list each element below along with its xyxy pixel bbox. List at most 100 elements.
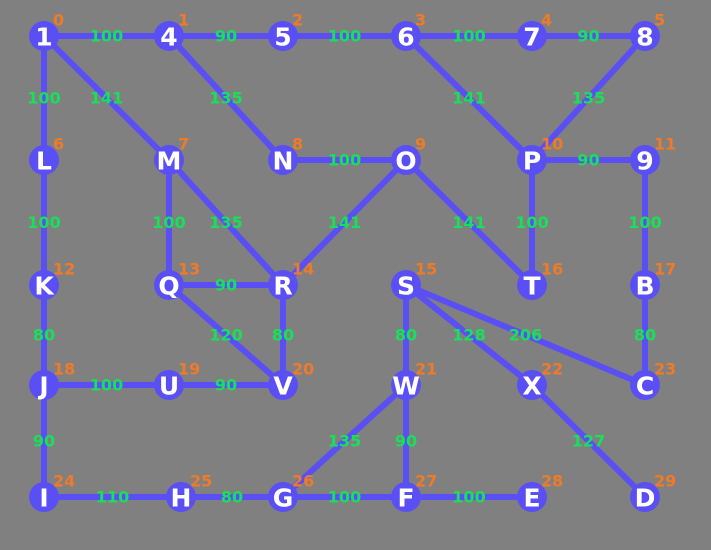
node-circle <box>630 270 660 300</box>
edge-weight-0-1: 100 <box>90 27 123 46</box>
node-C: C23 <box>630 360 676 401</box>
node-circle <box>630 145 660 175</box>
node-circle <box>268 482 298 512</box>
edge-weight-15-22: 128 <box>452 326 485 345</box>
node-circle <box>154 21 184 51</box>
edge-weight-13-20: 120 <box>209 326 242 345</box>
node-index: 8 <box>292 135 303 154</box>
edge-weight-9-14: 141 <box>328 213 361 232</box>
node-index: 2 <box>292 11 303 30</box>
node-9: 911 <box>630 135 676 176</box>
edge-weight-18-19: 100 <box>90 376 123 395</box>
node-label: 6 <box>397 23 414 52</box>
node-7: 74 <box>517 11 552 52</box>
node-circle <box>630 21 660 51</box>
edge-weight-22-29: 127 <box>572 432 605 451</box>
node-R: R14 <box>268 260 314 301</box>
node-P: P10 <box>517 135 563 176</box>
edge-weight-9-16: 141 <box>452 213 485 232</box>
edge-weight-0-6: 100 <box>27 89 60 108</box>
node-I: I 24 <box>29 472 75 513</box>
node-index: 22 <box>541 360 563 379</box>
node-E: E28 <box>517 472 563 513</box>
node-circle <box>630 370 660 400</box>
edges-layer <box>41 33 648 500</box>
node-circle <box>154 145 184 175</box>
node-circle <box>268 21 298 51</box>
node-circle <box>517 482 547 512</box>
node-circle <box>268 145 298 175</box>
edge-weight-19-20: 90 <box>215 376 237 395</box>
edge-weight-2-3: 100 <box>328 27 361 46</box>
node-T: T16 <box>517 260 563 301</box>
edge-1-8 <box>166 33 286 163</box>
node-5: 52 <box>268 11 303 52</box>
edge-weight-0-7: 141 <box>90 89 123 108</box>
node-circle <box>268 370 298 400</box>
node-label: F <box>397 484 414 513</box>
node-4: 41 <box>154 11 189 52</box>
edge-0-7 <box>41 33 172 163</box>
node-label: 4 <box>160 23 177 52</box>
node-circle <box>517 370 547 400</box>
node-label: X <box>522 372 541 401</box>
edge-21-26 <box>280 382 409 500</box>
edge-weight-21-26: 135 <box>328 432 361 451</box>
node-S: S15 <box>391 260 437 301</box>
edge-weight-15-23: 206 <box>509 326 542 345</box>
edge-weight-10-16: 100 <box>515 213 548 232</box>
edge-weight-5-10: 135 <box>572 89 605 108</box>
node-label: V <box>273 372 293 401</box>
node-label: O <box>395 147 416 176</box>
node-label: C <box>636 372 654 401</box>
edge-weight-15-21: 80 <box>395 326 417 345</box>
node-U: U19 <box>154 360 200 401</box>
node-W: W21 <box>391 360 437 401</box>
edge-weight-11-17: 100 <box>628 213 661 232</box>
node-circle <box>391 145 421 175</box>
node-1: 10 <box>29 11 64 52</box>
node-V: V20 <box>268 360 314 401</box>
node-G: G26 <box>268 472 314 513</box>
edge-weight-21-27: 90 <box>395 432 417 451</box>
node-index: 10 <box>541 135 563 154</box>
node-circle <box>268 270 298 300</box>
node-index: 27 <box>415 472 437 491</box>
node-index: 12 <box>53 260 75 279</box>
node-circle <box>166 482 196 512</box>
node-label: U <box>159 372 179 401</box>
node-index: 24 <box>53 472 75 491</box>
node-index: 28 <box>541 472 563 491</box>
node-label: B <box>635 272 654 301</box>
node-label: 7 <box>523 23 540 52</box>
node-X: X22 <box>517 360 563 401</box>
node-index: 6 <box>53 135 64 154</box>
node-index: 29 <box>654 472 676 491</box>
node-M: M7 <box>154 135 189 176</box>
nodes-layer: 104152637485L6M7N8O9P10911K12Q13R14S15T1… <box>29 11 676 513</box>
node-index: 1 <box>178 11 189 30</box>
node-circle <box>29 482 59 512</box>
edge-weight-10-11: 90 <box>577 151 599 170</box>
node-circle <box>29 145 59 175</box>
edge-weight-12-18: 80 <box>33 326 55 345</box>
node-circle <box>29 21 59 51</box>
node-circle <box>517 21 547 51</box>
node-index: 17 <box>654 260 676 279</box>
node-index: 0 <box>53 11 64 30</box>
node-label: W <box>392 372 420 401</box>
node-circle <box>29 370 59 400</box>
node-label: H <box>171 484 192 513</box>
node-N: N8 <box>268 135 303 176</box>
node-Q: Q13 <box>154 260 200 301</box>
edge-15-22 <box>403 282 535 388</box>
node-H: H25 <box>166 472 212 513</box>
node-circle <box>154 370 184 400</box>
edge-9-14 <box>280 157 409 288</box>
edge-7-14 <box>166 157 286 288</box>
node-label: K <box>34 272 55 301</box>
edge-weight-7-14: 135 <box>209 213 242 232</box>
node-index: 25 <box>190 472 212 491</box>
edge-weight-3-4: 100 <box>452 27 485 46</box>
node-index: 23 <box>654 360 676 379</box>
